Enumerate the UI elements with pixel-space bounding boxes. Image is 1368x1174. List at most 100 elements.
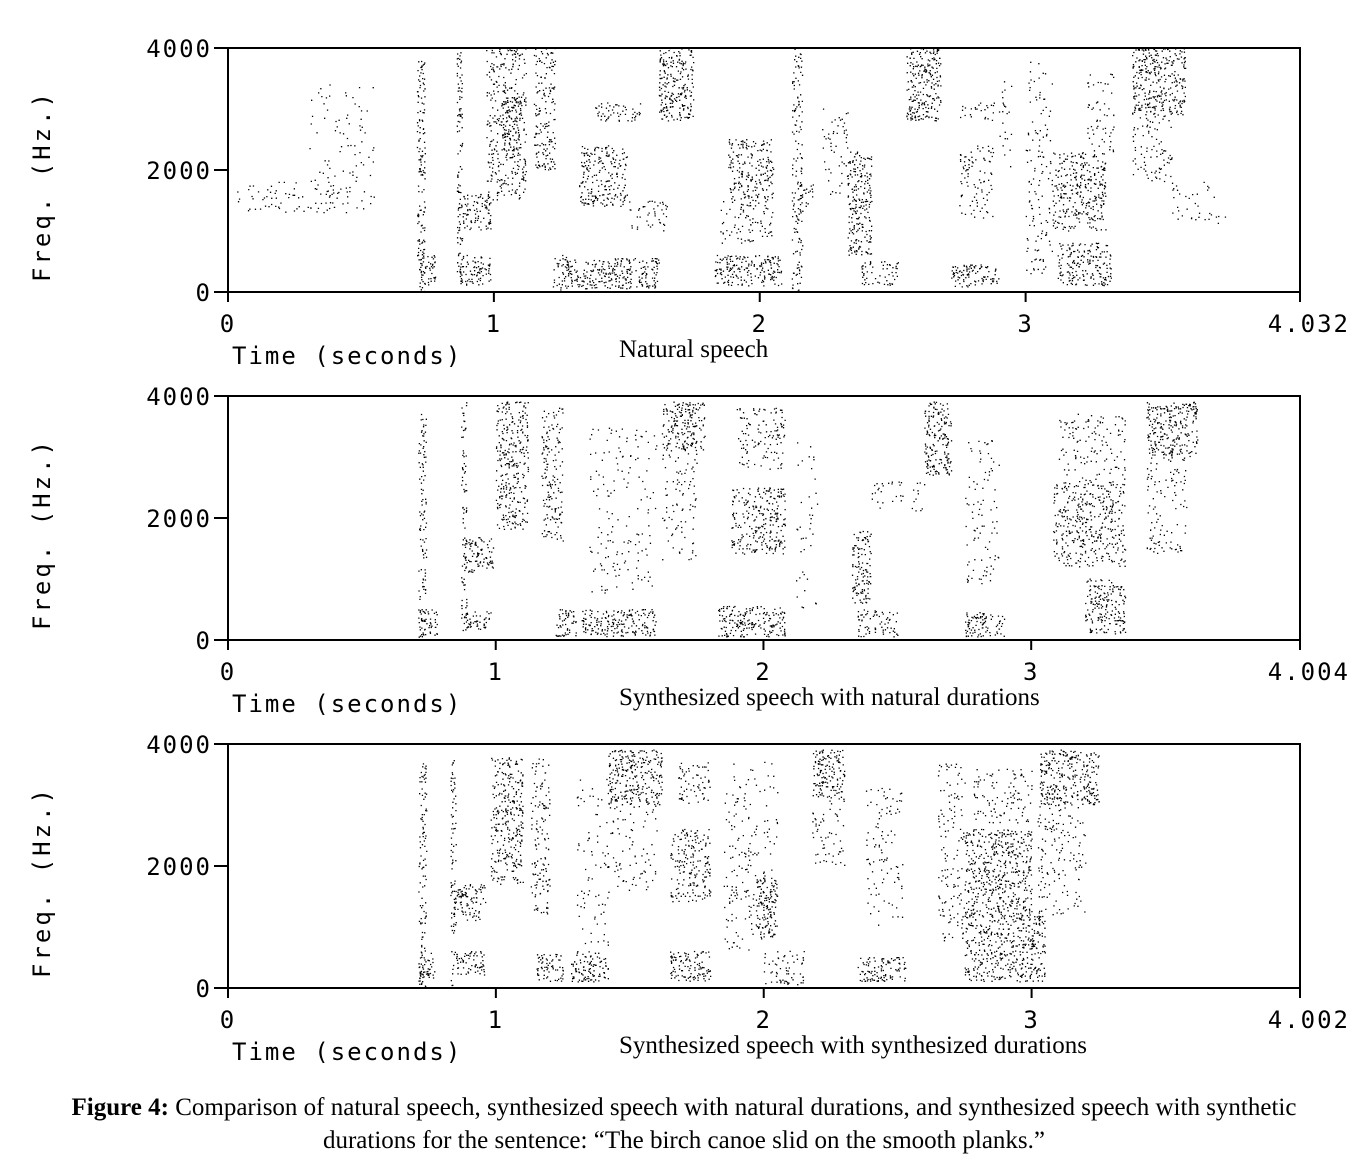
spectrogram-dots — [237, 47, 1227, 293]
energy-blob — [453, 884, 487, 922]
energy-blob — [812, 749, 846, 799]
energy-blob — [1146, 401, 1199, 458]
spectrogram-panel-synth-synth-durations: 0 2000 4000 0 1 2 3 4.002 Time (seconds) Freq… — [0, 696, 1368, 1066]
energy-blob — [796, 442, 819, 609]
y-axis-label: Freq. (Hz.) — [28, 786, 56, 978]
y-tick-label: 4000 — [146, 731, 212, 759]
y-axis-label: Freq. (Hz.) — [28, 90, 56, 282]
y-tick-label: 4000 — [146, 35, 212, 63]
energy-blob — [999, 81, 1013, 168]
energy-blob — [420, 609, 438, 636]
energy-blob — [589, 427, 658, 594]
y-tick-label: 2000 — [146, 157, 212, 185]
figure-caption: Figure 4: Comparison of natural speech, … — [60, 1091, 1308, 1157]
x-ticks: 0 1 2 3 — [220, 988, 1301, 1034]
energy-blob — [965, 612, 1006, 638]
x-tick-label: 1 — [486, 310, 502, 338]
x-tick-label: 2 — [756, 1006, 772, 1034]
energy-blob — [450, 760, 457, 987]
x-end-label: 4.002 — [1268, 1006, 1350, 1034]
energy-blob — [731, 487, 786, 555]
x-tick-label: 1 — [488, 658, 504, 686]
energy-blob — [555, 609, 577, 637]
energy-blob — [486, 47, 527, 201]
energy-blob — [670, 950, 712, 982]
plot-frame — [227, 395, 1301, 641]
spectrogram-svg: 0 2000 4000 0 1 2 3 4.032 Time (seconds) Freq… — [28, 35, 1348, 370]
y-axis-label: Freq. (Hz.) — [28, 438, 56, 630]
energy-blob — [847, 151, 873, 256]
energy-blob — [541, 407, 564, 542]
energy-blob — [965, 440, 1000, 585]
y-tick-label: 2000 — [146, 853, 212, 881]
energy-blob — [418, 763, 428, 988]
energy-blob — [237, 181, 375, 214]
energy-blob — [964, 914, 1046, 983]
panel-subtitle: Natural speech — [619, 336, 769, 363]
energy-blob — [463, 611, 492, 631]
energy-blob — [419, 952, 436, 979]
energy-blob — [906, 47, 942, 122]
energy-blob — [736, 407, 786, 470]
x-tick-label: 2 — [752, 310, 768, 338]
energy-blob — [763, 950, 805, 986]
energy-blob — [581, 608, 657, 638]
energy-blob — [568, 257, 660, 290]
x-ticks: 0 1 2 3 — [220, 292, 1301, 338]
y-tick-label: 4000 — [146, 383, 212, 411]
energy-blob — [629, 200, 668, 232]
x-end-label: 4.004 — [1268, 658, 1350, 686]
x-tick-label: 0 — [220, 310, 236, 338]
energy-blob — [1053, 480, 1127, 568]
energy-blob — [959, 145, 995, 219]
y-tick-label: 2000 — [146, 505, 212, 533]
energy-blob — [960, 102, 1001, 122]
panel-subtitle: Synthesized speech with synthesized dura… — [619, 1032, 1087, 1059]
figure-caption-label: Figure 4: — [71, 1094, 169, 1121]
energy-blob — [456, 47, 464, 283]
energy-blob — [857, 609, 899, 638]
spectrogram-panel-synth-natural-durations: 0 2000 4000 0 1 2 3 4.004 Time (seconds) Freq… — [0, 348, 1368, 718]
energy-blob — [937, 763, 966, 942]
spectrogram-panel-natural: 0 2000 4000 0 1 2 3 4.032 Time (seconds) Freq… — [0, 0, 1368, 370]
energy-blob — [533, 47, 557, 171]
energy-blob — [571, 951, 609, 983]
energy-blob — [658, 47, 695, 122]
energy-blob — [791, 48, 804, 292]
energy-blob — [490, 757, 524, 885]
spectrogram-svg: 0 2000 4000 0 1 2 3 4.002 Time (seconds) Freq… — [28, 731, 1350, 1066]
y-ticks: 0 2000 4000 — [146, 35, 228, 307]
energy-blob — [924, 401, 953, 476]
energy-blob — [728, 139, 775, 202]
x-tick-label: 0 — [220, 658, 236, 686]
energy-blob — [718, 605, 786, 638]
plot-frame — [227, 47, 1301, 293]
energy-blob — [1085, 578, 1127, 635]
energy-blob — [1171, 181, 1227, 225]
y-ticks: 0 2000 4000 — [146, 731, 228, 1003]
x-axis-label: Time (seconds) — [232, 1038, 462, 1066]
spectrogram-dots — [418, 749, 1100, 988]
energy-blob — [661, 401, 706, 452]
energy-blob — [495, 401, 530, 531]
x-tick-label: 3 — [1017, 310, 1033, 338]
energy-blob — [714, 254, 783, 287]
energy-blob — [595, 102, 642, 122]
energy-blob — [865, 787, 904, 926]
y-tick-label: 0 — [196, 279, 212, 307]
energy-blob — [857, 956, 907, 982]
panel-subtitle: Synthesized speech with natural duration… — [619, 684, 1040, 711]
energy-blob — [1025, 61, 1053, 275]
x-axis-label: Time (seconds) — [232, 342, 462, 370]
energy-blob — [822, 108, 849, 195]
y-tick-label: 0 — [196, 627, 212, 655]
energy-blob — [418, 413, 428, 638]
energy-blob — [797, 181, 814, 207]
energy-blob — [419, 255, 437, 286]
energy-blob — [670, 828, 712, 903]
spectrogram-svg: 0 2000 4000 0 1 2 3 4.004 Time (seconds) Freq… — [28, 383, 1350, 718]
energy-blob — [973, 768, 1033, 824]
energy-blob — [964, 828, 1033, 916]
y-ticks: 0 2000 4000 — [146, 383, 228, 655]
energy-blob — [309, 84, 375, 183]
